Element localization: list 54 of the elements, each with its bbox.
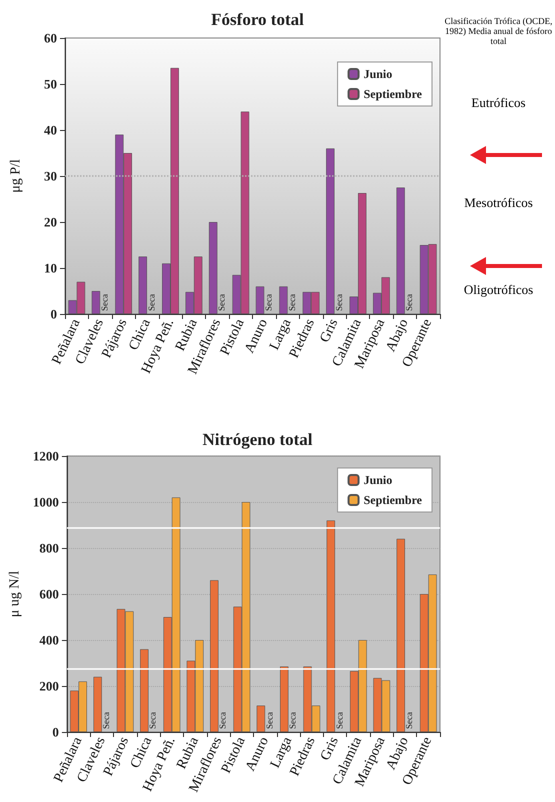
legend-label: Junio [364, 473, 392, 487]
legend-label: Septiembre [364, 87, 423, 101]
chart-title: Fósforo total [211, 10, 304, 29]
bar [280, 666, 288, 732]
bar [210, 580, 218, 732]
chart-title: Nitrógeno total [202, 430, 313, 449]
y-tick-label: 10 [44, 260, 57, 276]
bar [93, 676, 102, 732]
y-tick-label: 600 [39, 586, 59, 602]
text: Eutróficos [470, 95, 527, 111]
y-tick-label: 50 [44, 76, 57, 92]
text: Seca [263, 294, 274, 311]
y-axis-title: μg P/l [8, 159, 24, 193]
text: Seca [334, 712, 344, 729]
legend-label: Junio [364, 67, 392, 81]
text: Seca [101, 712, 112, 729]
bar [279, 286, 288, 314]
bar [92, 291, 100, 314]
bar [396, 188, 405, 314]
bar [140, 649, 149, 732]
y-axis-title: μ ug N/l [8, 570, 22, 618]
text: Seca [99, 294, 110, 311]
y-tick-label: 200 [39, 678, 59, 694]
y-tick-label: 1000 [32, 494, 59, 510]
y-tick-label: 30 [44, 168, 57, 184]
text: Seca [334, 294, 344, 311]
text: Seca [218, 712, 228, 729]
text: Seca [216, 294, 227, 311]
text: Seca [146, 294, 156, 311]
y-tick-label: 1200 [32, 448, 59, 464]
bar [326, 148, 335, 314]
y-tick-label: 60 [44, 30, 57, 46]
y-tick-label: 800 [39, 540, 59, 556]
y-tick-label: 0 [52, 724, 59, 740]
y-tick-label: 40 [44, 122, 57, 138]
y-tick-label: 0 [50, 306, 57, 322]
text: Seca [286, 294, 297, 311]
text: Seca [404, 712, 414, 729]
text: Clasificación Trófica (OCDE, 1982) Media anual de fósforo total [444, 16, 553, 46]
text: Seca [148, 712, 158, 729]
text: Seca [288, 712, 298, 729]
text: Seca [264, 712, 274, 729]
text: Seca [404, 294, 414, 311]
bar [138, 256, 148, 314]
bar [256, 286, 264, 314]
bar [326, 520, 336, 732]
text: Oligotróficos [462, 282, 534, 298]
y-tick-label: 400 [39, 632, 59, 648]
text: Mesotróficos [463, 195, 534, 211]
y-tick-label: 20 [44, 214, 57, 230]
legend-label: Septiembre [364, 493, 423, 507]
bar [208, 222, 218, 314]
bar [396, 538, 406, 732]
bar [256, 706, 266, 732]
